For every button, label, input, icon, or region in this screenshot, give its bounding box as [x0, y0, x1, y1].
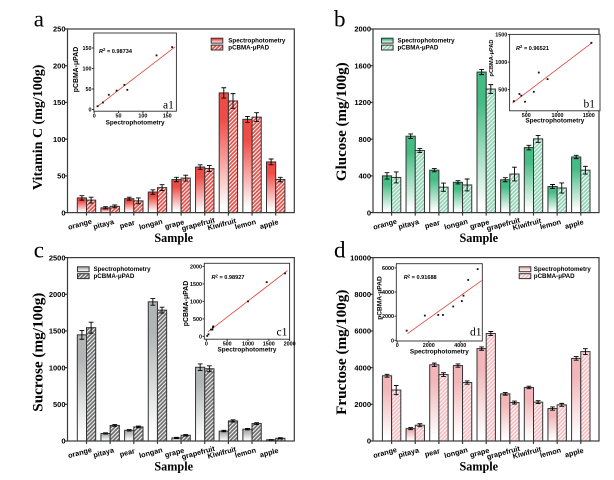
svg-text:50: 50 — [116, 113, 122, 119]
svg-text:R2 = 0.91688: R2 = 0.91688 — [404, 273, 437, 281]
svg-text:50: 50 — [86, 87, 92, 93]
svg-text:1200: 1200 — [354, 98, 371, 107]
svg-text:d1: d1 — [470, 326, 482, 338]
svg-text:2000: 2000 — [423, 343, 435, 349]
svg-text:Sample: Sample — [459, 459, 498, 473]
svg-text:Spectrophotometry: Spectrophotometry — [106, 120, 165, 127]
svg-text:a: a — [34, 7, 44, 32]
svg-text:0: 0 — [391, 338, 394, 344]
svg-text:0: 0 — [367, 437, 371, 446]
svg-text:0: 0 — [61, 437, 65, 446]
svg-text:Spectrophotometry: Spectrophotometry — [228, 38, 286, 45]
svg-text:500: 500 — [522, 113, 531, 119]
svg-text:Spectrophotometry: Spectrophotometry — [94, 266, 152, 273]
svg-text:1000: 1000 — [495, 60, 507, 66]
svg-text:Spectrophotometry: Spectrophotometry — [534, 266, 592, 273]
svg-text:0: 0 — [61, 208, 65, 217]
svg-text:2000: 2000 — [49, 290, 66, 299]
svg-text:Spectrophotometry: Spectrophotometry — [410, 348, 469, 355]
svg-text:Sample: Sample — [154, 231, 193, 245]
svg-text:Vitamin C (mg/100g): Vitamin C (mg/100g) — [31, 64, 46, 190]
svg-text:1500: 1500 — [49, 327, 66, 336]
svg-text:100: 100 — [138, 113, 147, 119]
svg-text:Sample: Sample — [459, 231, 498, 245]
svg-text:250: 250 — [53, 25, 66, 34]
svg-text:150: 150 — [53, 98, 66, 107]
svg-text:1500: 1500 — [495, 33, 507, 39]
svg-text:2000: 2000 — [382, 314, 394, 320]
svg-text:500: 500 — [498, 88, 507, 94]
svg-text:a1: a1 — [163, 99, 174, 111]
svg-text:2000: 2000 — [354, 25, 371, 34]
svg-text:pCBMA-μPAD: pCBMA-μPAD — [183, 281, 190, 326]
svg-text:2000: 2000 — [354, 400, 371, 409]
svg-text:4000: 4000 — [354, 363, 371, 372]
svg-text:0: 0 — [396, 343, 399, 349]
svg-text:2000: 2000 — [190, 264, 202, 270]
svg-text:R2 = 0.98734: R2 = 0.98734 — [99, 47, 133, 55]
svg-text:1600: 1600 — [354, 61, 371, 70]
svg-text:6000: 6000 — [354, 327, 371, 336]
svg-text:2500: 2500 — [49, 253, 66, 262]
svg-text:pear: pear — [424, 218, 441, 231]
svg-text:pear: pear — [424, 446, 441, 459]
svg-text:100: 100 — [83, 67, 92, 73]
svg-text:6000: 6000 — [382, 266, 394, 272]
svg-text:pCBMA-μPAD: pCBMA-μPAD — [73, 47, 80, 92]
svg-text:4000: 4000 — [382, 290, 394, 296]
svg-text:d: d — [334, 238, 346, 263]
svg-text:pear: pear — [119, 218, 136, 231]
svg-text:2000: 2000 — [284, 341, 296, 347]
svg-text:R2 = 0.98927: R2 = 0.98927 — [212, 273, 245, 281]
svg-text:pCBMA-μPAD: pCBMA-μPAD — [398, 45, 439, 52]
svg-text:pCBMA-μPAD: pCBMA-μPAD — [489, 40, 495, 77]
svg-text:pCBMA-μPAD: pCBMA-μPAD — [534, 273, 575, 280]
svg-text:0: 0 — [367, 208, 371, 217]
svg-text:100: 100 — [53, 135, 66, 144]
svg-text:b: b — [334, 7, 346, 32]
svg-text:1000: 1000 — [242, 341, 254, 347]
svg-text:pCBMA-μPAD: pCBMA-μPAD — [228, 45, 269, 52]
svg-text:500: 500 — [223, 341, 232, 347]
svg-text:1500: 1500 — [190, 282, 202, 288]
svg-text:Spectrophotometry: Spectrophotometry — [525, 118, 584, 125]
svg-text:pCBMA-μPAD: pCBMA-μPAD — [94, 273, 135, 280]
svg-text:150: 150 — [163, 113, 172, 119]
svg-text:1000: 1000 — [552, 113, 564, 119]
svg-text:Spectrophotometry: Spectrophotometry — [218, 347, 277, 354]
svg-text:50: 50 — [57, 172, 65, 181]
svg-text:pear: pear — [119, 446, 136, 459]
svg-text:b1: b1 — [584, 98, 596, 110]
svg-text:Fructose (mg/100g): Fructose (mg/100g) — [333, 290, 350, 415]
svg-text:4000: 4000 — [454, 343, 466, 349]
svg-text:1000: 1000 — [190, 299, 202, 305]
svg-text:500: 500 — [53, 400, 66, 409]
svg-text:500: 500 — [193, 317, 202, 323]
svg-text:pCBMA-μPAD: pCBMA-μPAD — [376, 276, 383, 320]
svg-text:200: 200 — [53, 61, 66, 70]
svg-text:150: 150 — [83, 46, 92, 52]
svg-text:1500: 1500 — [263, 341, 275, 347]
svg-text:Sample: Sample — [154, 459, 193, 473]
svg-text:0: 0 — [89, 108, 92, 114]
svg-text:c1: c1 — [277, 326, 288, 338]
svg-text:8000: 8000 — [354, 290, 371, 299]
svg-text:800: 800 — [358, 135, 371, 144]
svg-text:Sucrose (mg/100g): Sucrose (mg/100g) — [30, 293, 47, 412]
svg-text:1000: 1000 — [49, 363, 66, 372]
svg-text:Glucose (mg/100g): Glucose (mg/100g) — [334, 62, 350, 181]
svg-text:Spectrophotometry: Spectrophotometry — [398, 38, 456, 45]
svg-text:0: 0 — [199, 334, 202, 340]
svg-text:R2 = 0.96521: R2 = 0.96521 — [516, 44, 549, 52]
svg-text:0: 0 — [205, 341, 208, 347]
svg-text:1500: 1500 — [583, 113, 595, 119]
svg-text:400: 400 — [358, 172, 371, 181]
svg-text:0: 0 — [93, 113, 96, 119]
svg-text:c: c — [34, 238, 44, 263]
svg-text:10000: 10000 — [350, 253, 371, 262]
